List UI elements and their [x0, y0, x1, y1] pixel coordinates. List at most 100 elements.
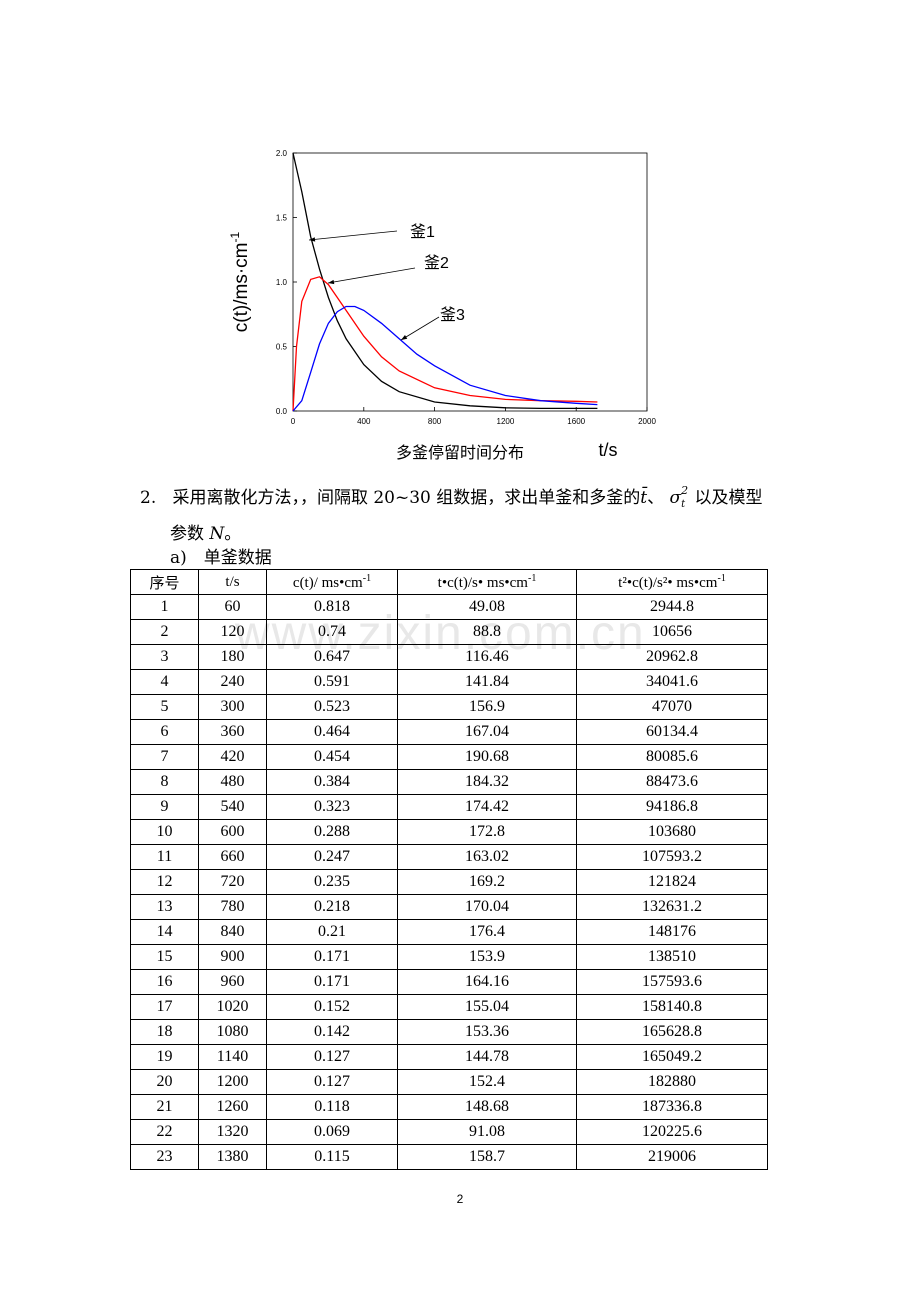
table-cell: 240 — [198, 669, 267, 695]
header-t2-conc: t²•c(t)/s²• ms•cm-1 — [576, 569, 768, 595]
table-cell: 219006 — [576, 1144, 768, 1170]
table-cell: 23 — [130, 1144, 199, 1170]
table-cell: 780 — [198, 894, 267, 920]
table-cell: 103680 — [576, 819, 768, 845]
table-cell: 0.591 — [266, 669, 398, 695]
y-tick-label: 1.0 — [276, 278, 288, 287]
table-cell: 8 — [130, 769, 199, 795]
table-cell: 10656 — [576, 619, 768, 645]
table-cell: 0.171 — [266, 944, 398, 970]
table-cell: 2944.8 — [576, 594, 768, 620]
table-cell: 165049.2 — [576, 1044, 768, 1070]
model-param-n: N — [209, 524, 225, 544]
sigma-letter: σ — [669, 488, 682, 508]
table-cell: 0.464 — [266, 719, 398, 745]
subheading: a) 单釜数据 — [170, 548, 272, 568]
table-cell: 0.74 — [266, 619, 398, 645]
table-cell: 148176 — [576, 919, 768, 945]
table-cell: 18 — [130, 1019, 199, 1045]
header-index: 序号 — [130, 569, 199, 595]
table-cell: 80085.6 — [576, 744, 768, 770]
annotation-arrow-1 — [308, 230, 398, 241]
y-axis-label: c(t)/ms·cm-1 — [228, 231, 252, 332]
table-cell: 0.115 — [266, 1144, 398, 1170]
table-cell: 300 — [198, 694, 267, 720]
table-cell: 11 — [130, 844, 199, 870]
table-cell: 182880 — [576, 1069, 768, 1095]
table-cell: 155.04 — [397, 994, 577, 1020]
table-cell: 0.127 — [266, 1069, 398, 1095]
table-cell: 141.84 — [397, 669, 577, 695]
table-cell: 172.8 — [397, 819, 577, 845]
paragraph-text: 采用离散化方法，，间隔取 20~30 组数据，求出单釜和多釜的 — [172, 488, 641, 508]
table-cell: 480 — [198, 769, 267, 795]
table-cell: 4 — [130, 669, 199, 695]
table-cell: 1140 — [198, 1044, 267, 1070]
annotation-arrowhead-1 — [309, 237, 316, 242]
plot-frame — [292, 152, 648, 412]
table-cell: 180 — [198, 644, 267, 670]
annotation-arrowhead-3 — [401, 335, 408, 340]
table-cell: 0.127 — [266, 1044, 398, 1070]
table-cell: 540 — [198, 794, 267, 820]
annotation-label-1: 釜1 — [410, 223, 435, 241]
x-tick-label: 400 — [357, 417, 371, 426]
table-row: 15 900 0.171 153.9 138510 — [130, 944, 768, 970]
line2-suffix: 。 — [224, 524, 242, 544]
table-cell: 152.4 — [397, 1069, 577, 1095]
table-cell: 1200 — [198, 1069, 267, 1095]
table-row: 12 720 0.235 169.2 121824 — [130, 869, 768, 895]
table-cell: 174.42 — [397, 794, 577, 820]
table-cell: 17 — [130, 994, 199, 1020]
table-cell: 165628.8 — [576, 1019, 768, 1045]
series-line-2 — [292, 276, 598, 412]
table-cell: 1380 — [198, 1144, 267, 1170]
table-row: 22 1320 0.069 91.08 120225.6 — [130, 1119, 768, 1145]
table-cell: 153.36 — [397, 1019, 577, 1045]
table-cell: 22 — [130, 1119, 199, 1145]
table-cell: 120 — [198, 619, 267, 645]
line2-prefix: 参数 — [170, 524, 210, 544]
table-cell: 158.7 — [397, 1144, 577, 1170]
table-cell: 1080 — [198, 1019, 267, 1045]
table-cell: 0.152 — [266, 994, 398, 1020]
table-cell: 1320 — [198, 1119, 267, 1145]
x-tick-label: 1200 — [497, 417, 515, 426]
table-cell: 3 — [130, 644, 199, 670]
table-cell: 0.647 — [266, 644, 398, 670]
table-cell: 0.142 — [266, 1019, 398, 1045]
table-cell: 184.32 — [397, 769, 577, 795]
table-cell: 19 — [130, 1044, 199, 1070]
x-axis-label: t/s — [598, 440, 617, 460]
plot-area: 0 400 800 1200 1600 2000 0.0 0.5 1.0 1.5 2.0 c(t)/m… — [228, 149, 656, 462]
table-cell: 12 — [130, 869, 199, 895]
table-cell: 60134.4 — [576, 719, 768, 745]
table-cell: 138510 — [576, 944, 768, 970]
table-cell: 9 — [130, 794, 199, 820]
table-cell: 121824 — [576, 869, 768, 895]
table-cell: 1020 — [198, 994, 267, 1020]
table-row: 2 120 0.74 88.8 10656 — [130, 619, 768, 645]
table-cell: 34041.6 — [576, 669, 768, 695]
table-row: 1 60 0.818 49.08 2944.8 — [130, 594, 768, 620]
table-cell: 900 — [198, 944, 267, 970]
table-cell: 0.21 — [266, 919, 398, 945]
single-tank-data-table: 序号 t/s c(t)/ ms•cm-1 t•c(t)/s• ms•cm-1 t… — [130, 569, 768, 1170]
item-number: 2. — [140, 488, 157, 508]
table-cell: 107593.2 — [576, 844, 768, 870]
x-tick-label: 800 — [428, 417, 442, 426]
table-cell: 420 — [198, 744, 267, 770]
table-cell: 0.235 — [266, 869, 398, 895]
table-cell: 0.818 — [266, 594, 398, 620]
sigma-sup: 2 — [681, 484, 689, 497]
annotation-arrowhead-2 — [328, 279, 335, 285]
table-row: 18 1080 0.142 153.36 165628.8 — [130, 1019, 768, 1045]
header-conc: c(t)/ ms•cm-1 — [266, 569, 398, 595]
y-tick-label: 2.0 — [276, 149, 288, 158]
table-cell: 14 — [130, 919, 199, 945]
table-cell: 60 — [198, 594, 267, 620]
table-cell: 190.68 — [397, 744, 577, 770]
table-cell: 0.218 — [266, 894, 398, 920]
table-cell: 0.118 — [266, 1094, 398, 1120]
